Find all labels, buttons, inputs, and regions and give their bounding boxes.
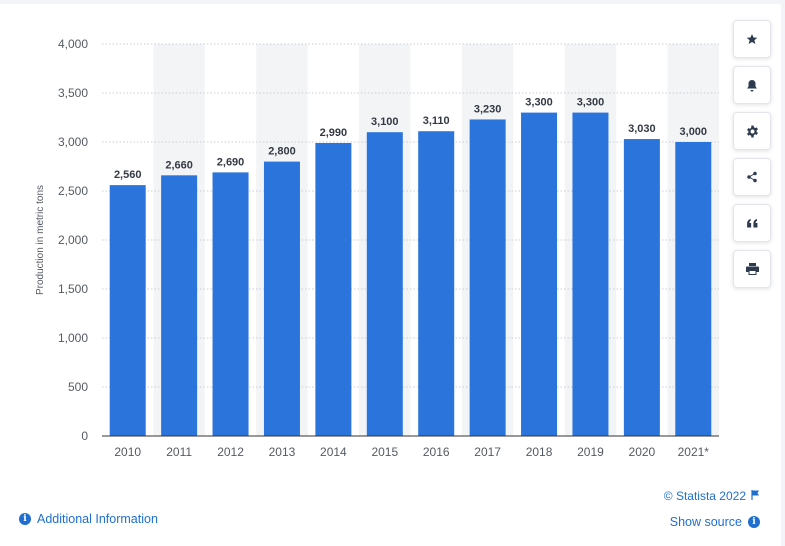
data-label: 3,300 bbox=[577, 97, 605, 109]
toolbar bbox=[733, 20, 771, 296]
data-label: 3,110 bbox=[423, 115, 450, 127]
print-button[interactable] bbox=[733, 250, 771, 288]
copyright-label: © Statista 2022 bbox=[663, 489, 746, 503]
bar bbox=[212, 172, 249, 436]
bar bbox=[469, 119, 506, 437]
info-icon: i bbox=[19, 513, 31, 525]
y-tick-label: 0 bbox=[81, 429, 88, 443]
data-label: 3,030 bbox=[628, 123, 656, 135]
y-tick-label: 2,500 bbox=[58, 184, 88, 198]
favorite-button[interactable] bbox=[733, 20, 771, 58]
flag-icon[interactable] bbox=[751, 489, 760, 503]
y-tick-label: 3,000 bbox=[58, 135, 88, 149]
bar-chart: 0 500 1,000 1,500 2,000 2,500 3,000 3,500 4,000 2… bbox=[35, 37, 719, 459]
x-tick-label: 2010 bbox=[114, 445, 141, 459]
settings-button[interactable] bbox=[733, 112, 771, 150]
show-source-label: Show source bbox=[669, 515, 742, 529]
star-icon bbox=[746, 33, 758, 45]
data-label: 3,000 bbox=[680, 126, 708, 138]
data-label: 3,300 bbox=[525, 97, 553, 109]
x-tick-label: 2019 bbox=[577, 445, 604, 459]
y-tick-label: 2,000 bbox=[58, 233, 88, 247]
additional-information-label: Additional Information bbox=[37, 512, 158, 526]
x-tick-label: 2017 bbox=[474, 445, 501, 459]
bell-icon bbox=[746, 79, 758, 92]
info-icon: i bbox=[748, 516, 760, 528]
print-icon bbox=[745, 263, 759, 275]
y-tick-label: 3,500 bbox=[58, 86, 88, 100]
x-tick-label: 2014 bbox=[320, 445, 347, 459]
quote-icon bbox=[746, 218, 758, 228]
bar bbox=[572, 112, 609, 436]
x-tick-label: 2018 bbox=[526, 445, 553, 459]
x-tick-label: 2021* bbox=[678, 445, 710, 459]
show-source-link[interactable]: Show source i bbox=[670, 515, 760, 529]
x-tick-label: 2011 bbox=[166, 445, 192, 459]
additional-information-link[interactable]: i Additional Information bbox=[19, 512, 158, 526]
bar bbox=[263, 161, 300, 436]
data-label: 3,230 bbox=[474, 103, 502, 115]
bar bbox=[161, 175, 198, 436]
bar bbox=[315, 142, 352, 437]
share-button[interactable] bbox=[733, 158, 771, 196]
bar bbox=[366, 132, 403, 436]
notification-button[interactable] bbox=[733, 66, 771, 104]
data-label: 3,100 bbox=[371, 116, 399, 128]
bar bbox=[623, 139, 660, 436]
gear-icon bbox=[746, 125, 759, 138]
x-tick-label: 2012 bbox=[217, 445, 244, 459]
y-tick-label: 1,000 bbox=[58, 331, 88, 345]
x-tick-label: 2013 bbox=[269, 445, 296, 459]
y-tick-label: 500 bbox=[68, 380, 88, 394]
bar bbox=[418, 131, 455, 436]
copyright: © Statista 2022 bbox=[664, 489, 760, 503]
y-axis-title: Production in metric tons bbox=[35, 185, 46, 295]
y-tick-label: 1,500 bbox=[58, 282, 88, 296]
chart-card: 0 500 1,000 1,500 2,000 2,500 3,000 3,500 4,000 2… bbox=[0, 4, 781, 546]
y-tick-label: 4,000 bbox=[58, 37, 88, 51]
x-tick-label: 2016 bbox=[423, 445, 450, 459]
share-icon bbox=[746, 171, 758, 183]
data-label: 2,800 bbox=[268, 146, 296, 158]
cite-button[interactable] bbox=[733, 204, 771, 242]
x-tick-label: 2015 bbox=[371, 445, 398, 459]
x-tick-label: 2020 bbox=[629, 445, 656, 459]
bar bbox=[675, 142, 712, 436]
data-label: 2,560 bbox=[114, 169, 142, 181]
data-label: 2,660 bbox=[165, 159, 193, 171]
data-label: 2,990 bbox=[320, 127, 348, 139]
data-label: 2,690 bbox=[217, 156, 245, 168]
bar bbox=[521, 112, 558, 436]
bar bbox=[109, 185, 146, 436]
